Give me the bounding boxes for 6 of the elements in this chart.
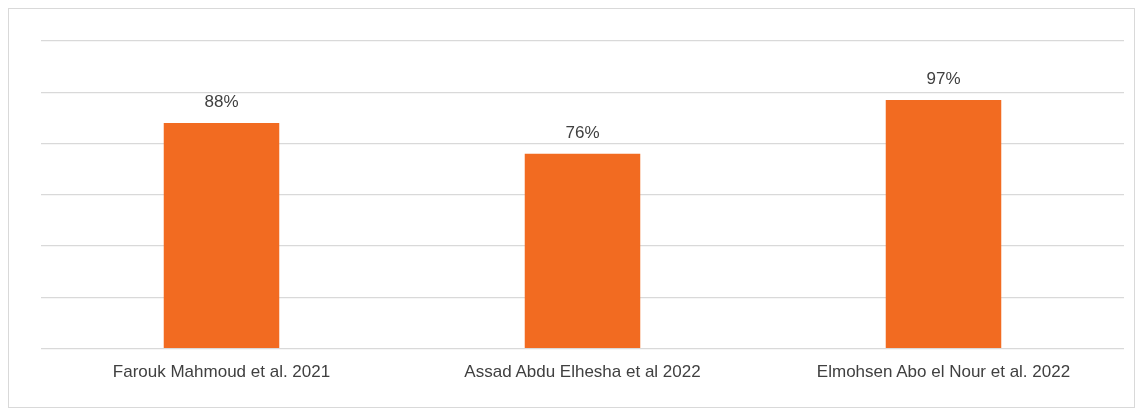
x-tick-label: Assad Abdu Elhesha et al 2022 (464, 362, 701, 382)
x-tick-label: Farouk Mahmoud et al. 2021 (112, 362, 331, 382)
data-label: 88% (204, 92, 239, 112)
x-tick-label: Elmohsen Abo el Nour et al. 2022 (816, 362, 1071, 382)
data-label: 97% (926, 69, 961, 89)
data-label: 76% (565, 122, 600, 142)
